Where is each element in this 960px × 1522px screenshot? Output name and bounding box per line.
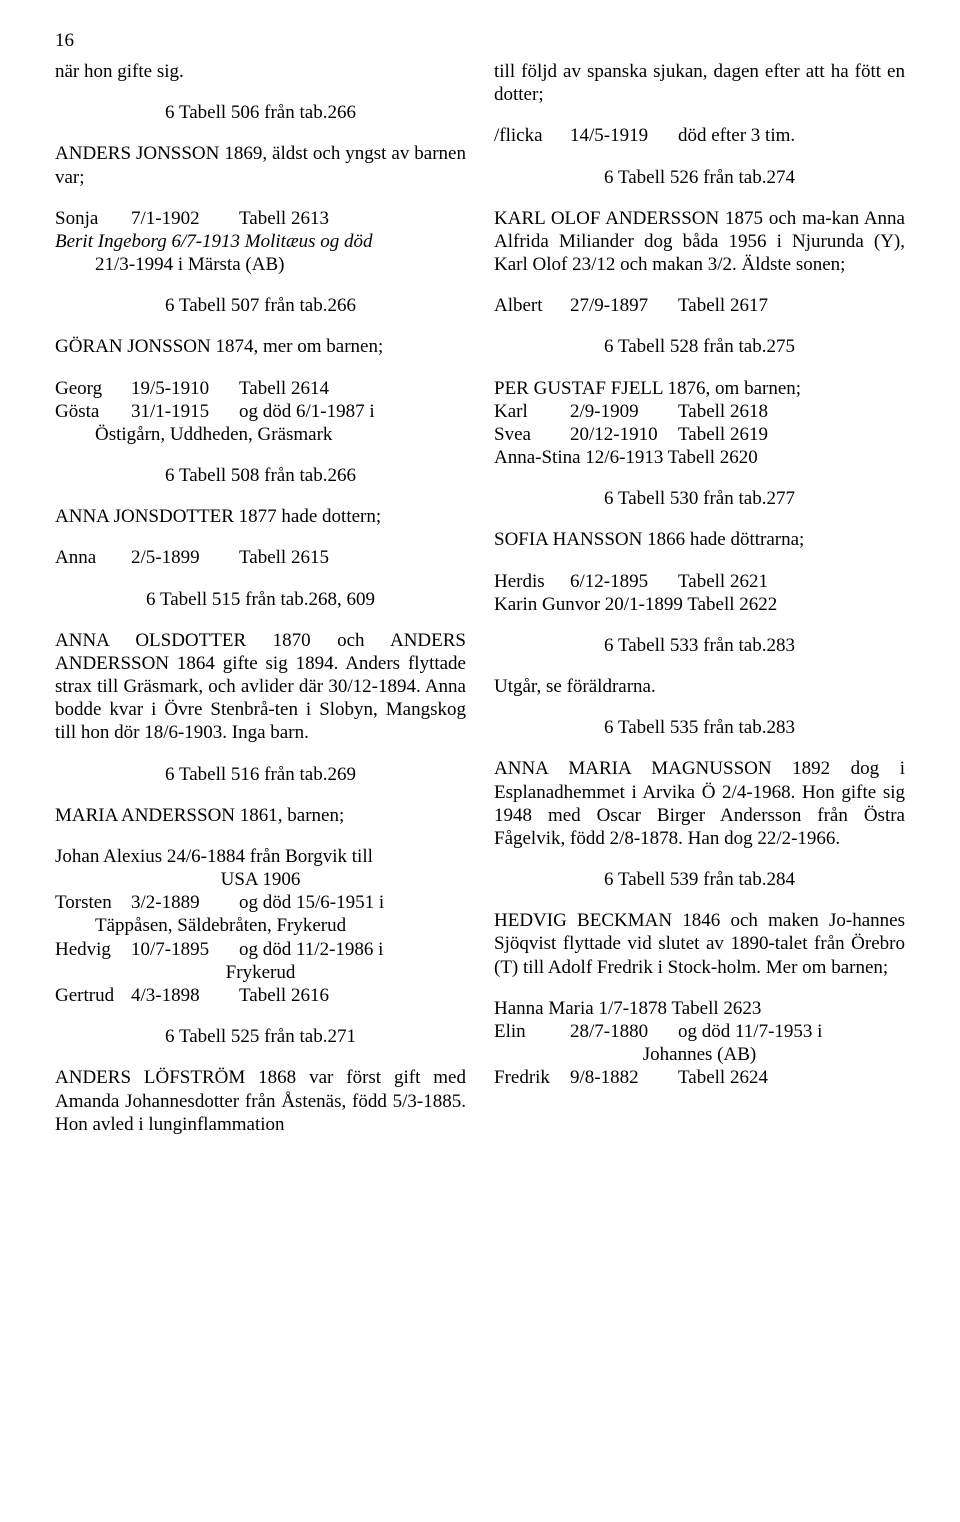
table-heading: 6 Tabell 508 från tab.266 <box>55 464 466 487</box>
document-page: 16 när hon gifte sig. 6 Tabell 506 från … <box>0 0 960 1176</box>
table-heading: 6 Tabell 526 från tab.274 <box>494 166 905 189</box>
person-entry: Elin 28/7-1880 og död 11/7-1953 i <box>494 1020 905 1043</box>
name: Hedvig <box>55 938 131 961</box>
paragraph: ANDERS JONSSON 1869, äldst och yngst av … <box>55 142 466 188</box>
table-heading: 6 Tabell 535 från tab.283 <box>494 716 905 739</box>
ref: död efter 3 tim. <box>678 124 905 147</box>
paragraph: till följd av spanska sjukan, dagen efte… <box>494 60 905 106</box>
table-heading: 6 Tabell 507 från tab.266 <box>55 294 466 317</box>
date: 6/12-1895 <box>570 570 678 593</box>
continuation: Östigårn, Uddheden, Gräsmark <box>55 423 466 446</box>
paragraph: PER GUSTAF FJELL 1876, om barnen; <box>494 377 905 400</box>
person-entry: Albert 27/9-1897 Tabell 2617 <box>494 294 905 317</box>
person-entry: Torsten 3/2-1889 og död 15/6-1951 i <box>55 891 466 914</box>
name: Herdis <box>494 570 570 593</box>
person-entry: Hedvig 10/7-1895 og död 11/2-1986 i <box>55 938 466 961</box>
person-entry: Berit Ingeborg 6/7-1913 Molitæus og död <box>55 230 466 253</box>
ref: Tabell 2616 <box>239 984 466 1007</box>
page-number: 16 <box>55 30 905 52</box>
date: 27/9-1897 <box>570 294 678 317</box>
two-column-layout: när hon gifte sig. 6 Tabell 506 från tab… <box>55 60 905 1136</box>
table-heading: 6 Tabell 530 från tab.277 <box>494 487 905 510</box>
date: 2/5-1899 <box>131 546 239 569</box>
name: /flicka <box>494 124 570 147</box>
right-column: till följd av spanska sjukan, dagen efte… <box>494 60 905 1136</box>
person-entry: Gösta 31/1-1915 og död 6/1-1987 i <box>55 400 466 423</box>
name: Anna <box>55 546 131 569</box>
person-entry: Johan Alexius 24/6-1884 från Borgvik til… <box>55 845 466 868</box>
ref: Tabell 2613 <box>239 207 466 230</box>
date: 14/5-1919 <box>570 124 678 147</box>
person-entry: Hanna Maria 1/7-1878 Tabell 2623 <box>494 997 905 1020</box>
ref: Tabell 2614 <box>239 377 466 400</box>
paragraph: Utgår, se föräldrarna. <box>494 675 905 698</box>
person-entry: Karl 2/9-1909 Tabell 2618 <box>494 400 905 423</box>
paragraph: när hon gifte sig. <box>55 60 466 83</box>
date: 20/12-1910 <box>570 423 678 446</box>
name: Fredrik <box>494 1066 570 1089</box>
person-entry: Karin Gunvor 20/1-1899 Tabell 2622 <box>494 593 905 616</box>
table-heading: 6 Tabell 539 från tab.284 <box>494 868 905 891</box>
table-heading: 6 Tabell 516 från tab.269 <box>55 763 466 786</box>
paragraph: ANNA MARIA MAGNUSSON 1892 dog i Esplanad… <box>494 757 905 850</box>
date: 2/9-1909 <box>570 400 678 423</box>
ref: og död 15/6-1951 i <box>239 891 466 914</box>
paragraph: HEDVIG BECKMAN 1846 och maken Jo-hannes … <box>494 909 905 979</box>
date: 7/1-1902 <box>131 207 239 230</box>
person-entry: Herdis 6/12-1895 Tabell 2621 <box>494 570 905 593</box>
ref: Tabell 2618 <box>678 400 905 423</box>
continuation: Frykerud <box>55 961 466 984</box>
ref: Tabell 2617 <box>678 294 905 317</box>
table-heading: 6 Tabell 533 från tab.283 <box>494 634 905 657</box>
table-heading: 6 Tabell 515 från tab.268, 609 <box>55 588 466 611</box>
name: Elin <box>494 1020 570 1043</box>
person-entry: Gertrud 4/3-1898 Tabell 2616 <box>55 984 466 1007</box>
table-heading: 6 Tabell 525 från tab.271 <box>55 1025 466 1048</box>
paragraph: ANDERS LÖFSTRÖM 1868 var först gift med … <box>55 1066 466 1136</box>
name: Sonja <box>55 207 131 230</box>
paragraph: MARIA ANDERSSON 1861, barnen; <box>55 804 466 827</box>
date: 4/3-1898 <box>131 984 239 1007</box>
paragraph: SOFIA HANSSON 1866 hade döttrarna; <box>494 528 905 551</box>
name: Torsten <box>55 891 131 914</box>
name: Gösta <box>55 400 131 423</box>
ref: og död 6/1-1987 i <box>239 400 466 423</box>
date: 19/5-1910 <box>131 377 239 400</box>
ref: Tabell 2624 <box>678 1066 905 1089</box>
paragraph: ANNA JONSDOTTER 1877 hade dottern; <box>55 505 466 528</box>
name: Svea <box>494 423 570 446</box>
paragraph: ANNA OLSDOTTER 1870 och ANDERS ANDERSSON… <box>55 629 466 745</box>
paragraph: GÖRAN JONSSON 1874, mer om barnen; <box>55 335 466 358</box>
paragraph: KARL OLOF ANDERSSON 1875 och ma-kan Anna… <box>494 207 905 277</box>
ref: Tabell 2621 <box>678 570 905 593</box>
person-entry: Georg 19/5-1910 Tabell 2614 <box>55 377 466 400</box>
date: 28/7-1880 <box>570 1020 678 1043</box>
date: 10/7-1895 <box>131 938 239 961</box>
ref: og död 11/2-1986 i <box>239 938 466 961</box>
table-heading: 6 Tabell 506 från tab.266 <box>55 101 466 124</box>
person-entry: Fredrik 9/8-1882 Tabell 2624 <box>494 1066 905 1089</box>
date: 31/1-1915 <box>131 400 239 423</box>
continuation: Täppåsen, Säldebråten, Frykerud <box>55 914 466 937</box>
table-heading: 6 Tabell 528 från tab.275 <box>494 335 905 358</box>
person-entry: Anna 2/5-1899 Tabell 2615 <box>55 546 466 569</box>
continuation: Johannes (AB) <box>494 1043 905 1066</box>
ref: Tabell 2615 <box>239 546 466 569</box>
name: Karl <box>494 400 570 423</box>
person-entry: Anna-Stina 12/6-1913 Tabell 2620 <box>494 446 905 469</box>
date: 9/8-1882 <box>570 1066 678 1089</box>
continuation: USA 1906 <box>55 868 466 891</box>
name: Georg <box>55 377 131 400</box>
person-entry: /flicka 14/5-1919 död efter 3 tim. <box>494 124 905 147</box>
continuation: 21/3-1994 i Märsta (AB) <box>55 253 466 276</box>
left-column: när hon gifte sig. 6 Tabell 506 från tab… <box>55 60 466 1136</box>
date: 3/2-1889 <box>131 891 239 914</box>
ref: og död 11/7-1953 i <box>678 1020 905 1043</box>
name: Gertrud <box>55 984 131 1007</box>
person-entry: Svea 20/12-1910 Tabell 2619 <box>494 423 905 446</box>
ref: Tabell 2619 <box>678 423 905 446</box>
person-entry: Sonja 7/1-1902 Tabell 2613 <box>55 207 466 230</box>
name: Albert <box>494 294 570 317</box>
